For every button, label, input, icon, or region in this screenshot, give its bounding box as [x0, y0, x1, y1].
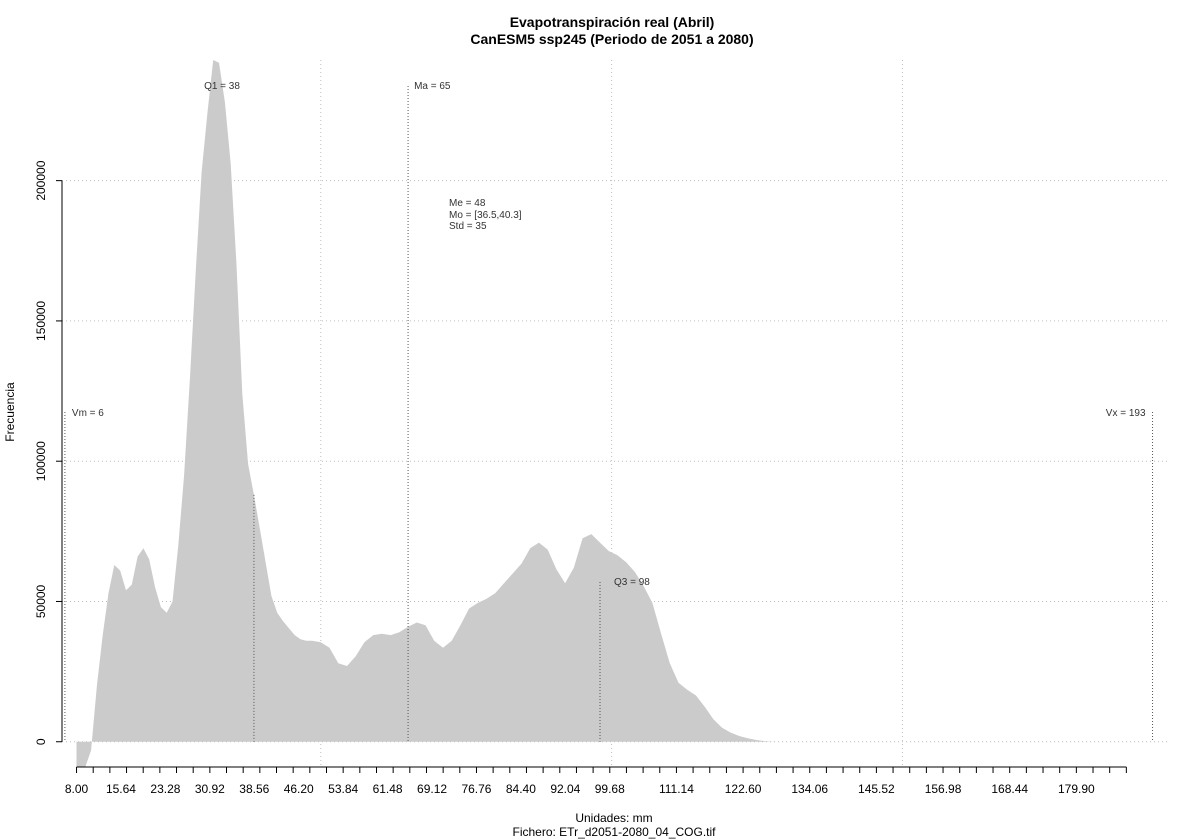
y-axis-label: Frecuencia — [3, 382, 17, 442]
stat-markers: Q1 = 38 Ma = 65 Q3 = 98 Vm = 6 Vx = 193 — [64, 81, 1154, 742]
y-tick-label: 100000 — [34, 441, 48, 481]
q1-marker-label: Q1 = 38 — [204, 81, 240, 92]
x-tick-label: 145.52 — [858, 782, 895, 796]
x-tick-label: 92.04 — [550, 782, 580, 796]
x-tick-label: 69.12 — [417, 782, 447, 796]
x-tick-label: 23.28 — [150, 782, 180, 796]
x-tick-label: 15.64 — [106, 782, 136, 796]
y-tick-label: 150000 — [34, 301, 48, 341]
x-tick-label: 168.44 — [991, 782, 1028, 796]
q3-marker-label: Q3 = 98 — [614, 577, 650, 588]
x-axis-label: Unidades: mm — [575, 811, 652, 825]
x-tick-label: 8.00 — [65, 782, 89, 796]
x-tick-label: 38.56 — [239, 782, 269, 796]
chart-subtitle: CanESM5 ssp245 (Periodo de 2051 a 2080) — [470, 31, 753, 47]
y-tick-label: 0 — [34, 738, 48, 745]
vx-marker-label: Vx = 193 — [1106, 408, 1146, 419]
x-tick-label: 179.90 — [1058, 782, 1095, 796]
stat-mode-label: Mo = [36.5,40.3] — [449, 210, 522, 221]
y-tick-label: 50000 — [34, 584, 48, 618]
x-tick-label: 111.14 — [659, 782, 694, 796]
x-tick-label: 156.98 — [925, 782, 962, 796]
file-label: Fichero: ETr_d2051-2080_04_COG.tif — [513, 825, 717, 839]
stat-median-label: Me = 48 — [449, 198, 486, 209]
x-tick-label: 46.20 — [284, 782, 314, 796]
chart-title: Evapotranspiración real (Abril) — [510, 14, 715, 30]
x-tick-label: 53.84 — [328, 782, 358, 796]
axes: 0 50000 100000 150000 200000 8.00 15.64 23.28 30… — [34, 160, 1127, 796]
x-tick-label: 30.92 — [195, 782, 225, 796]
x-tick-label: 122.60 — [725, 782, 762, 796]
density-area — [76, 60, 1153, 767]
ma-marker-label: Ma = 65 — [414, 81, 451, 92]
stat-std-label: Std = 35 — [449, 221, 487, 232]
x-tick-label: 76.76 — [461, 782, 491, 796]
x-tick-label: 134.06 — [791, 782, 828, 796]
vm-marker-label: Vm = 6 — [72, 408, 104, 419]
x-tick-label: 61.48 — [373, 782, 403, 796]
y-tick-label: 200000 — [34, 160, 48, 200]
x-tick-label: 84.40 — [506, 782, 536, 796]
x-tick-label: 99.68 — [595, 782, 625, 796]
